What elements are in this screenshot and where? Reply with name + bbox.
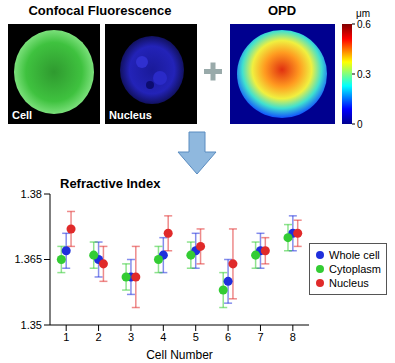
svg-text:1: 1	[63, 331, 69, 343]
html-text:Cytoplasm: Cytoplasm	[329, 262, 381, 275]
svg-text:7: 7	[257, 331, 263, 343]
svg-text:6: 6	[225, 331, 231, 343]
svg-text:Confocal Fluorescence: Confocal Fluorescence	[28, 3, 171, 18]
svg-text:OPD: OPD	[268, 3, 296, 18]
svg-text:0.3: 0.3	[357, 69, 371, 80]
svg-text:2: 2	[96, 331, 102, 343]
svg-text:0.6: 0.6	[357, 19, 371, 30]
svg-text:1.35: 1.35	[21, 319, 42, 331]
svg-text:Nucleus: Nucleus	[109, 109, 152, 121]
svg-text:Cell: Cell	[12, 109, 32, 121]
svg-text:1.365: 1.365	[14, 253, 42, 265]
svg-text:5: 5	[193, 331, 199, 343]
svg-text:1.38: 1.38	[21, 188, 42, 200]
svg-text:0: 0	[357, 119, 363, 130]
html-text:Refractive Index: Refractive Index	[60, 176, 161, 191]
svg-text:8: 8	[290, 331, 296, 343]
svg-text:3: 3	[128, 331, 134, 343]
html-text:Nucleus: Nucleus	[329, 276, 369, 289]
html-text:Whole cell: Whole cell	[329, 248, 380, 261]
svg-text:μm: μm	[356, 8, 370, 19]
svg-text:4: 4	[160, 331, 166, 343]
svg-text:Cell Number: Cell Number	[146, 348, 213, 362]
